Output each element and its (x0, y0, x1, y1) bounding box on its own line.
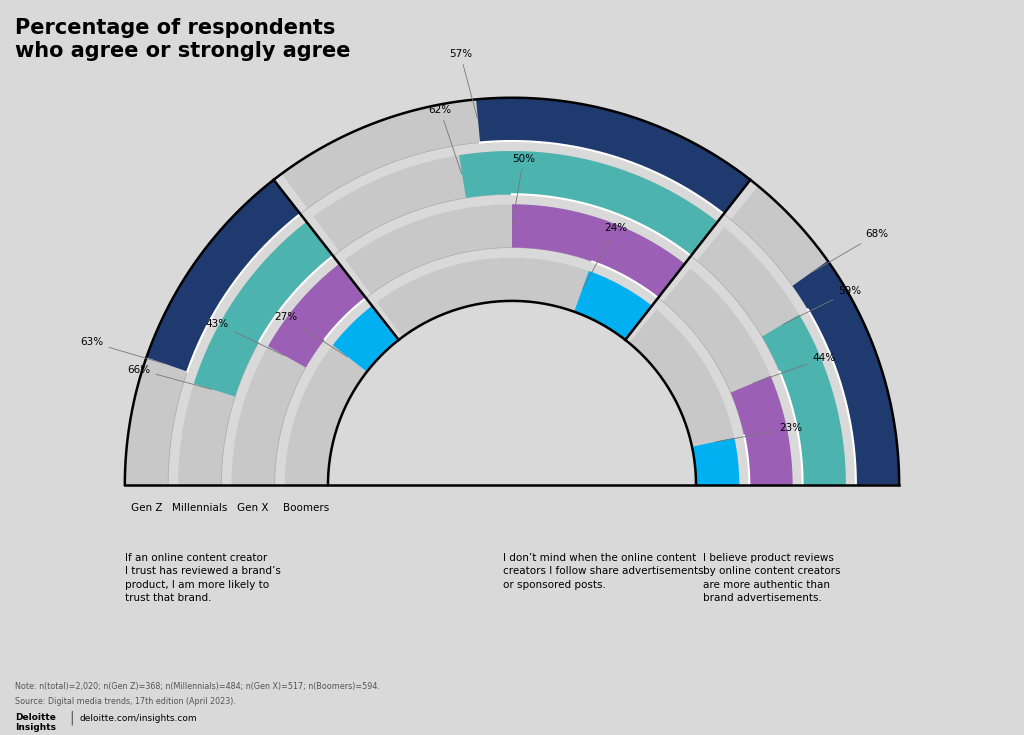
Text: 24%: 24% (583, 223, 628, 289)
Text: Deloitte: Deloitte (15, 713, 56, 722)
Polygon shape (762, 315, 846, 485)
Polygon shape (731, 186, 899, 485)
Text: Insights: Insights (15, 723, 56, 732)
Text: Millennials: Millennials (172, 503, 227, 513)
Polygon shape (313, 151, 711, 251)
Text: 43%: 43% (206, 318, 285, 356)
Polygon shape (459, 151, 718, 256)
Text: I don’t mind when the online content
creators I follow share advertisements
or s: I don’t mind when the online content cre… (503, 553, 703, 589)
Polygon shape (285, 309, 395, 485)
Polygon shape (697, 227, 846, 485)
Polygon shape (793, 261, 899, 485)
Text: Gen X: Gen X (238, 503, 269, 513)
Polygon shape (476, 98, 751, 214)
Text: Gen Z: Gen Z (131, 503, 162, 513)
Text: deloitte.com/insights.com: deloitte.com/insights.com (80, 714, 198, 723)
Text: Percentage of respondents
who agree or strongly agree: Percentage of respondents who agree or s… (15, 18, 351, 61)
Text: 44%: 44% (754, 353, 836, 383)
Text: If an online content creator
I trust has reviewed a brand’s
product, I am more l: If an online content creator I trust has… (125, 553, 281, 603)
Polygon shape (512, 204, 685, 298)
Polygon shape (125, 186, 293, 485)
Polygon shape (377, 257, 647, 337)
Text: 57%: 57% (449, 49, 477, 118)
Text: 23%: 23% (716, 423, 802, 442)
Polygon shape (345, 204, 679, 294)
Polygon shape (663, 268, 793, 485)
Polygon shape (282, 98, 742, 209)
Polygon shape (731, 376, 793, 485)
Polygon shape (692, 438, 739, 485)
Text: 66%: 66% (127, 365, 212, 390)
Text: 27%: 27% (273, 312, 347, 357)
Text: 68%: 68% (812, 229, 888, 272)
Text: 59%: 59% (783, 287, 861, 324)
Polygon shape (231, 268, 361, 485)
Polygon shape (178, 227, 327, 485)
Text: Note: n(total)=2,020; n(Gen Z)=368; n(Millennials)=484; n(Gen X)=517; n(Boomers): Note: n(total)=2,020; n(Gen Z)=368; n(Mi… (15, 682, 380, 691)
Polygon shape (574, 271, 652, 340)
Polygon shape (629, 309, 739, 485)
Polygon shape (268, 264, 366, 368)
Polygon shape (333, 306, 398, 372)
Polygon shape (194, 222, 333, 397)
Text: I believe product reviews
by online content creators
are more authentic than
bra: I believe product reviews by online cont… (703, 553, 841, 603)
Text: 63%: 63% (80, 337, 164, 364)
Text: 62%: 62% (429, 105, 462, 174)
Text: 50%: 50% (512, 154, 535, 223)
Text: Boomers: Boomers (284, 503, 330, 513)
Polygon shape (146, 180, 300, 372)
Text: |: | (70, 711, 75, 725)
Text: Source: Digital media trends, 17th edition (April 2023).: Source: Digital media trends, 17th editi… (15, 697, 237, 706)
